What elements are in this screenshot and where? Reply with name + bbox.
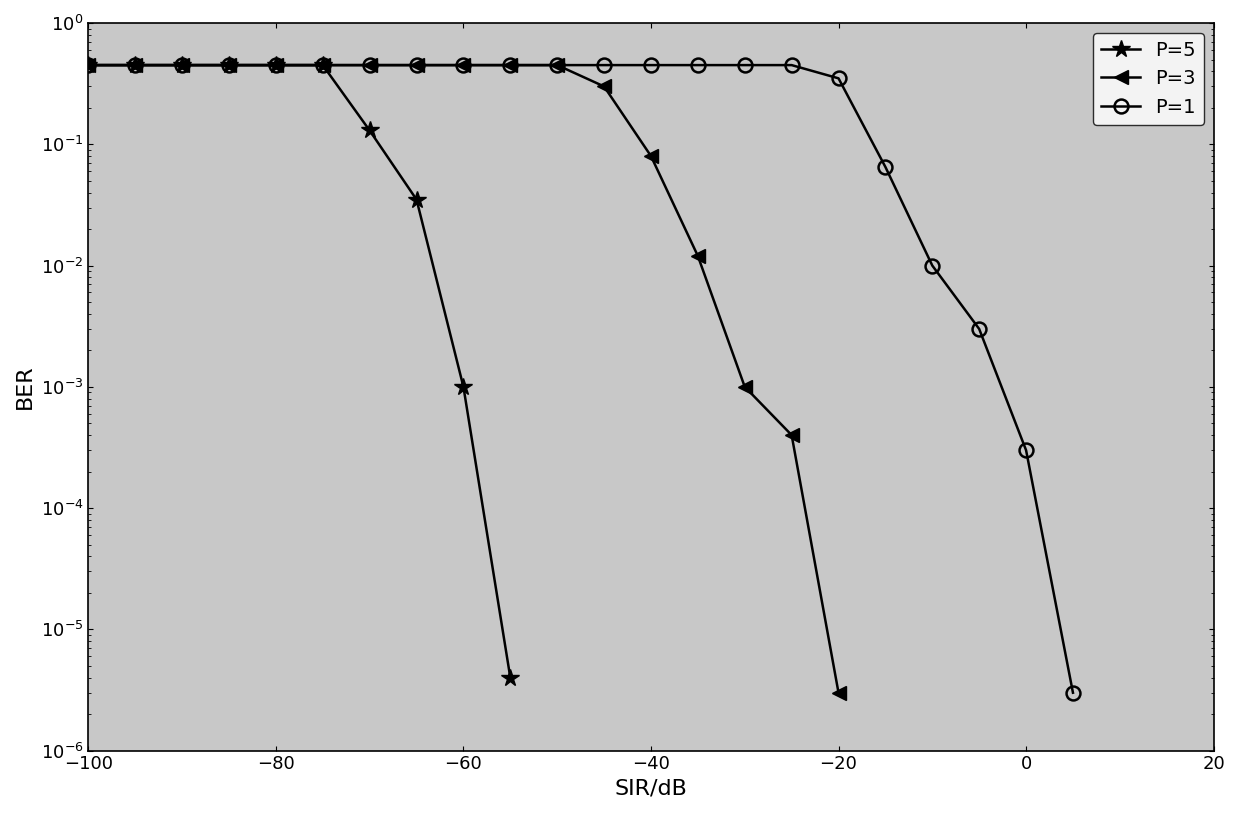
P=1 (222, 60, 237, 70)
P=3 (81, 60, 95, 70)
P=1 (878, 162, 893, 172)
P=1 (81, 60, 95, 70)
Line: P=5: P=5 (79, 56, 520, 686)
Legend: P=5, P=3, P=1: P=5, P=3, P=1 (1094, 33, 1204, 125)
P=5 (362, 125, 377, 135)
P=1 (738, 60, 753, 70)
P=1 (784, 60, 799, 70)
P=3 (644, 151, 658, 161)
P=1 (596, 60, 611, 70)
P=1 (644, 60, 658, 70)
P=3 (503, 60, 518, 70)
Line: P=3: P=3 (82, 58, 846, 700)
P=3 (691, 251, 706, 260)
P=3 (596, 81, 611, 91)
P=1 (972, 324, 987, 334)
P=5 (81, 60, 95, 70)
P=5 (128, 60, 143, 70)
P=5 (222, 60, 237, 70)
Y-axis label: BER: BER (15, 365, 35, 409)
P=3 (128, 60, 143, 70)
P=3 (738, 382, 753, 392)
P=1 (409, 60, 424, 70)
P=1 (362, 60, 377, 70)
P=1 (1018, 445, 1033, 455)
P=5 (456, 382, 471, 392)
P=3 (784, 430, 799, 440)
P=3 (268, 60, 283, 70)
P=3 (222, 60, 237, 70)
P=5 (175, 60, 190, 70)
P=1 (503, 60, 518, 70)
P=3 (409, 60, 424, 70)
P=1 (456, 60, 471, 70)
Line: P=1: P=1 (82, 58, 1080, 700)
P=3 (831, 688, 846, 698)
P=5 (503, 672, 518, 682)
P=1 (315, 60, 330, 70)
P=3 (456, 60, 471, 70)
P=1 (925, 260, 940, 270)
P=5 (315, 60, 330, 70)
P=1 (831, 73, 846, 83)
P=3 (315, 60, 330, 70)
P=1 (1065, 688, 1080, 698)
P=5 (409, 195, 424, 204)
X-axis label: SIR/dB: SIR/dB (615, 779, 687, 799)
P=1 (549, 60, 564, 70)
P=3 (175, 60, 190, 70)
P=1 (175, 60, 190, 70)
P=3 (362, 60, 377, 70)
P=5 (268, 60, 283, 70)
P=3 (549, 60, 564, 70)
P=1 (691, 60, 706, 70)
P=1 (268, 60, 283, 70)
P=1 (128, 60, 143, 70)
